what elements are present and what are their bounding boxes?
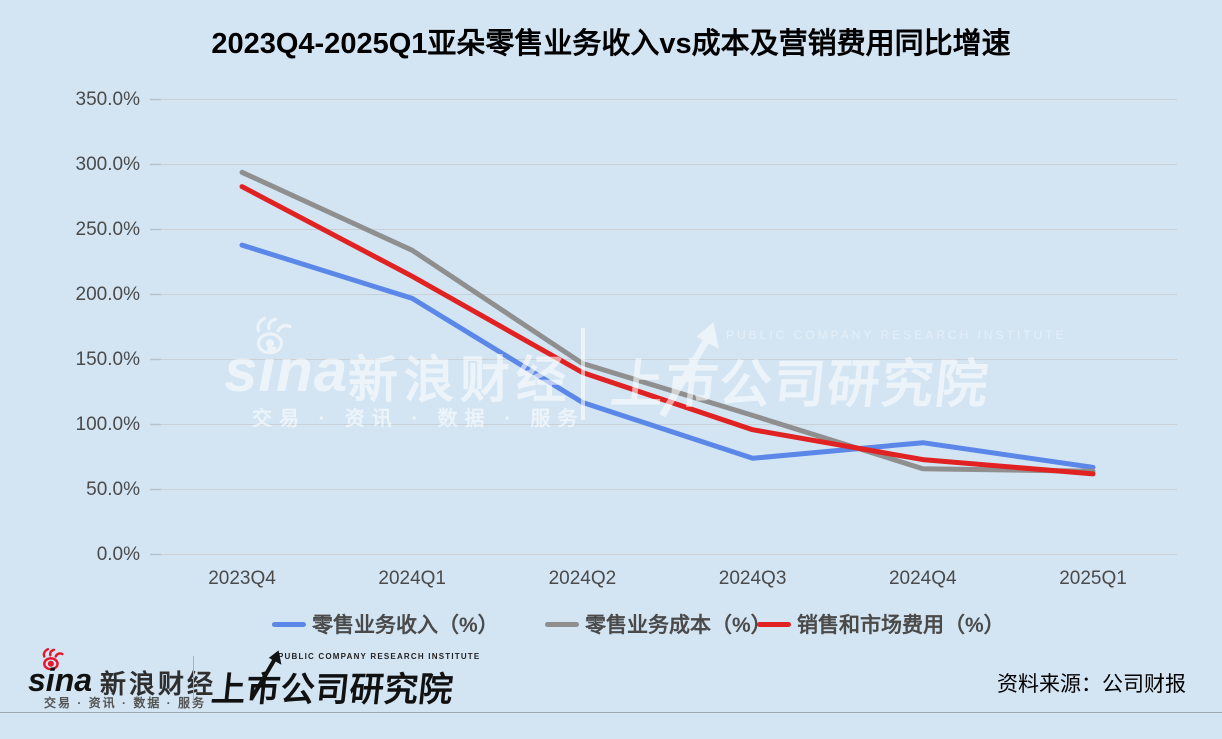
- data-source-label: 资料来源：公司财报: [997, 673, 1186, 696]
- x-axis-label: 2023Q4: [208, 568, 276, 589]
- x-axis-label: 2024Q3: [718, 568, 787, 589]
- y-axis-label: 300.0%: [75, 153, 140, 175]
- series-line: [239, 169, 1096, 474]
- y-axis-label: 100.0%: [75, 413, 140, 435]
- footer-brand-cn: 新浪财经: [100, 669, 217, 699]
- x-axis-label: 2024Q1: [378, 568, 446, 589]
- footer-tagline: 交易 · 资讯 · 数据 · 服务: [44, 696, 206, 710]
- legend-item-marketing: 销售和市场费用（%）: [757, 609, 1005, 639]
- x-axis-label: 2024Q2: [548, 568, 617, 589]
- x-axis: 2023Q4 2024Q1 2024Q2 2024Q3 2024Q4 2025Q1: [0, 568, 1222, 598]
- legend-label: 零售业务成本（%）: [585, 614, 772, 637]
- x-axis-label: 2024Q4: [888, 568, 957, 589]
- footer-divider-line: [0, 712, 1222, 713]
- legend-swatch: [545, 621, 579, 627]
- y-axis-label: 350.0%: [75, 88, 140, 110]
- footer-logo-separator: [193, 656, 194, 702]
- legend-swatch: [757, 621, 791, 627]
- footer-sina-wordmark: sina: [28, 662, 93, 698]
- chart-title: 2023Q4-2025Q1亚朵零售业务收入vs成本及营销费用同比增速: [211, 28, 1011, 60]
- y-axis-label: 200.0%: [75, 283, 140, 305]
- y-axis-label: 50.0%: [86, 478, 140, 500]
- y-axis-label: 250.0%: [75, 218, 140, 240]
- legend-item-cost: 零售业务成本（%）: [545, 609, 772, 639]
- footer-institute-en: PUBLIC COMPANY RESEARCH INSTITUTE: [278, 652, 481, 661]
- legend-swatch: [272, 621, 306, 627]
- legend-label: 销售和市场费用（%）: [797, 614, 1005, 637]
- x-axis-label: 2025Q1: [1059, 568, 1127, 589]
- legend-label: 零售业务收入（%）: [312, 614, 499, 637]
- y-axis: 350.0% 300.0% 250.0% 200.0% 150.0% 100.0% 50.0…: [0, 0, 140, 600]
- y-axis-label: 150.0%: [75, 348, 140, 370]
- footer-arrow-icon: [249, 650, 282, 700]
- legend-item-revenue: 零售业务收入（%）: [272, 609, 499, 639]
- y-axis-label: 0.0%: [96, 543, 140, 565]
- series-line: [239, 242, 1096, 470]
- sina-flame-icon: [42, 648, 64, 671]
